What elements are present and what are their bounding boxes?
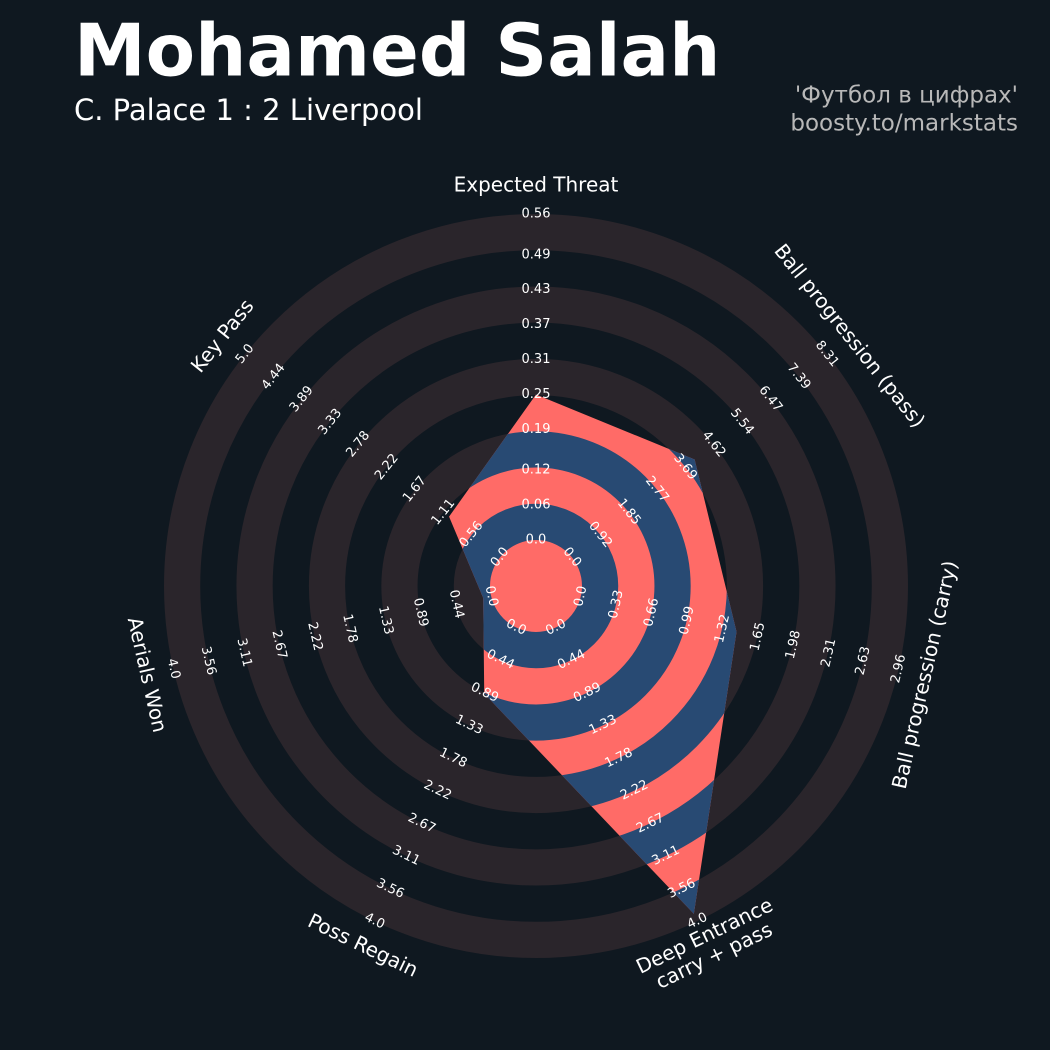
tick-label: 1.78: [339, 613, 360, 645]
tick-label: 2.96: [888, 653, 909, 685]
tick-label: 1.32: [712, 613, 733, 645]
tick-label: 0.89: [410, 597, 431, 629]
tick-label: 0.99: [677, 605, 698, 637]
chart-title: Mohamed Salah: [74, 9, 720, 93]
credit: boosty.to/markstats: [790, 111, 1018, 137]
tick-label: 0.56: [522, 207, 551, 222]
tick-label: 0.44: [446, 588, 467, 620]
tick-label: 0.0: [571, 584, 590, 608]
tick-label: 3.11: [234, 637, 255, 669]
tick-label: 0.0: [526, 533, 547, 548]
ring: [308, 358, 764, 814]
tick-label: 0.12: [522, 463, 551, 478]
tick-label: 0.49: [522, 247, 551, 262]
tick-label: 0.43: [522, 282, 551, 297]
tick-label: 0.19: [522, 422, 551, 437]
tick-label: 4.0: [164, 657, 183, 681]
tick-label: 2.63: [853, 645, 874, 677]
chart-subtitle: C. Palace 1 : 2 Liverpool: [74, 93, 423, 127]
tick-label: 0.06: [522, 498, 551, 513]
tick-label: 0.33: [606, 589, 627, 621]
tick-label: 0.31: [522, 352, 551, 367]
tick-label: 1.33: [375, 605, 396, 637]
ring: [164, 214, 908, 958]
tick-label: 0.66: [641, 597, 662, 629]
tick-label: 0.37: [522, 317, 551, 332]
param-label: Expected Threat: [454, 173, 619, 197]
tick-label: 2.31: [818, 637, 839, 669]
credit: 'Футбол в цифрах': [795, 83, 1018, 109]
radar-band: [449, 431, 691, 741]
tick-label: 2.67: [268, 629, 289, 661]
tick-label: 1.98: [783, 629, 804, 661]
tick-label: 1.65: [747, 621, 768, 653]
tick-label: 0.0: [482, 584, 501, 608]
tick-label: 3.56: [198, 645, 219, 677]
tick-label: 2.22: [304, 621, 325, 653]
ring: [236, 286, 836, 886]
tick-label: 0.25: [522, 387, 551, 402]
